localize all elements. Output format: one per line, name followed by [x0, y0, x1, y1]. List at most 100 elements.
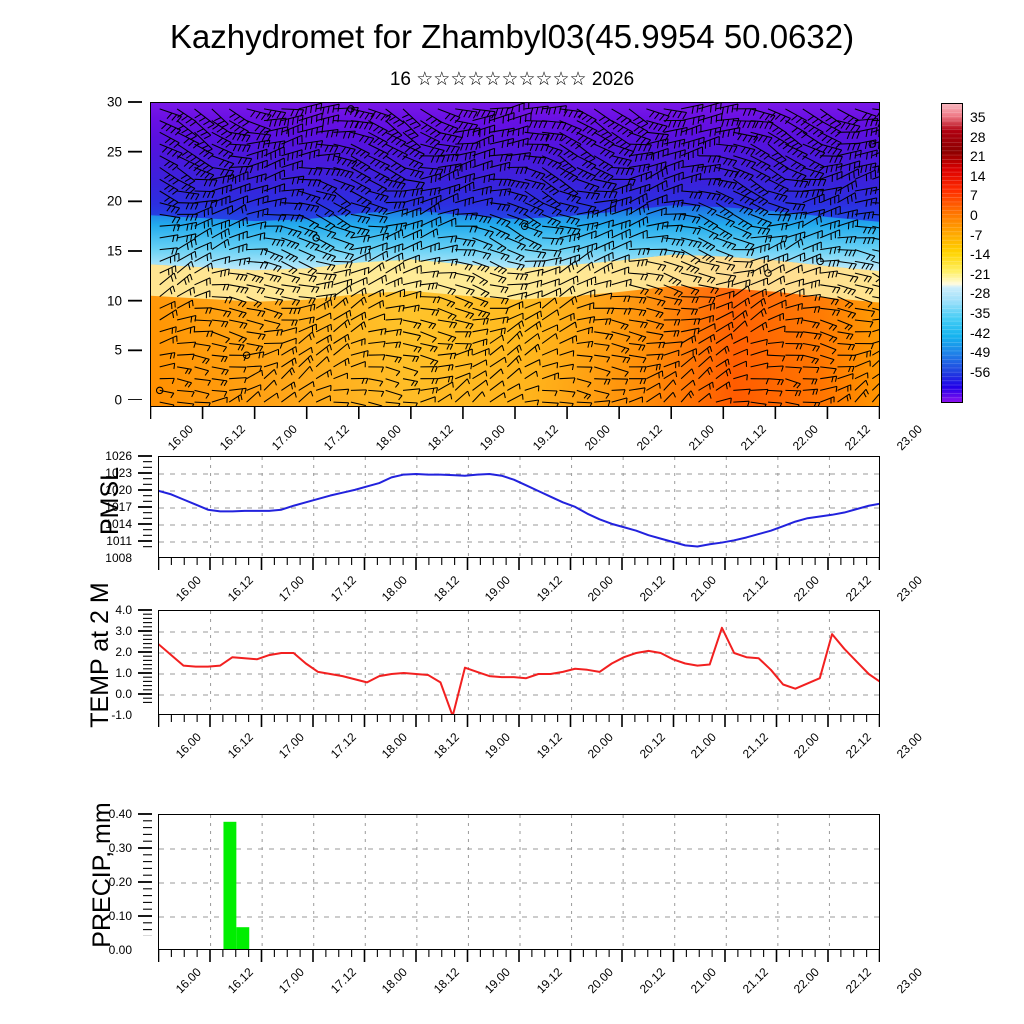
colorbar-tick-label: -14: [970, 246, 991, 263]
temp-y-axis: -1.0 0.0 1.0 2.0 3.0 4.0: [108, 600, 152, 722]
precip-bar: [236, 927, 250, 949]
colorbar: [941, 103, 963, 403]
x-tick-label: 19.12: [533, 965, 565, 997]
colorbar-tick-label: 35: [970, 109, 986, 125]
x-axis-ticks: [158, 715, 880, 727]
y-tick-label: 4.0: [115, 603, 132, 617]
colorbar-tick-label: -7: [970, 226, 983, 243]
colorbar-tick-label: -35: [970, 305, 991, 321]
pmsl-plot-area: [158, 456, 880, 558]
x-tick-label: 16.12: [224, 965, 256, 997]
x-tick-label: 20.12: [636, 730, 668, 762]
pmsl-panel: PMSL 1008 1011 1014 1017 1020 1023 1026 16.00 1…: [0, 448, 1024, 604]
y-tick-label: 25: [106, 144, 122, 160]
subtitle-day: 16: [389, 69, 411, 90]
colorbar-tick-label: 21: [970, 148, 986, 165]
y-tick-label: 1017: [105, 500, 132, 514]
upper-air-panel: 0 5 10 15 20 25 30 16.00 16.12 17.00 17.12 18.00 18…: [0, 95, 1024, 455]
subtitle-year: 2026: [591, 69, 635, 90]
series-line: [159, 473, 879, 548]
x-tick-label: 19.00: [481, 730, 513, 762]
x-tick-label: 17.12: [327, 965, 359, 997]
y-axis-ticks: [128, 101, 142, 400]
x-tick-label: 21.12: [739, 965, 771, 997]
y-tick-label: 10: [106, 293, 122, 309]
precip-bars: [223, 821, 250, 949]
y-tick-label: 0: [114, 392, 122, 408]
x-tick-label: 21.00: [687, 965, 719, 997]
grid: [159, 457, 879, 557]
y-tick-label: 0.00: [108, 943, 132, 957]
colorbar-tick-label: -49: [970, 344, 991, 361]
y-tick-label: 20: [106, 193, 122, 209]
x-tick-label: 18.00: [378, 730, 410, 762]
y-axis-ticks: [138, 609, 152, 703]
y-tick-label: 5: [114, 342, 122, 358]
x-axis-ticks: [150, 407, 880, 419]
x-tick-label: 21.00: [687, 730, 719, 762]
upper-air-y-axis: 0 5 10 15 20 25 30: [100, 94, 142, 408]
colorbar-tick-labels: 35 28 21 14 7 0 -7 -14 -21 -28 -35 -42 -49 -56: [970, 103, 1024, 403]
x-tick-label: 20.00: [584, 965, 616, 997]
y-axis-ticks: [138, 813, 152, 936]
y-tick-label: 3.0: [115, 624, 132, 638]
upper-air-cross-section-svg: [151, 103, 879, 406]
y-tick-label: 0.0: [115, 687, 132, 701]
y-tick-label: 0.10: [108, 909, 132, 923]
colorbar-tick-label: -21: [970, 265, 991, 282]
y-tick-label: 0.40: [108, 807, 132, 821]
y-tick-label: 1020: [105, 483, 132, 497]
y-axis-ticks: [138, 455, 152, 548]
y-tick-label: 30: [106, 94, 122, 110]
y-tick-label: 1026: [105, 449, 132, 463]
precip-bar-svg: [159, 815, 879, 949]
precip-x-axis: 16.00 16.12 17.00 17.12 18.00 18.12 19.00 19.12…: [158, 950, 925, 997]
x-tick-label: 19.12: [533, 730, 565, 762]
x-tick-label: 17.00: [275, 965, 307, 997]
grid: [159, 815, 879, 949]
pale-yellow-band: [151, 254, 879, 303]
precip-plot-area: [158, 814, 880, 950]
x-tick-label: 19.00: [481, 965, 513, 997]
y-tick-label: 1023: [105, 466, 132, 480]
x-axis-ticks: [158, 558, 880, 570]
x-tick-label: 22.00: [790, 965, 822, 997]
x-tick-label: 16.00: [172, 965, 204, 997]
colorbar-gradient: [942, 104, 962, 402]
y-tick-label: 15: [106, 243, 122, 259]
x-tick-label: 20.12: [636, 965, 668, 997]
temp-panel: TEMP at 2 M -1.0 0.0 1.0 2.0 3.0 4.0 16.00 16.…: [0, 582, 1024, 761]
x-tick-label: 17.00: [275, 730, 307, 762]
precip-bar: [223, 821, 237, 949]
colorbar-tick-label: 7: [970, 187, 978, 204]
pmsl-x-axis: 16.00 16.12 17.00 17.12 18.00 18.12 19.00 19.12…: [158, 558, 925, 604]
x-tick-label: 17.12: [327, 730, 359, 762]
colorbar-tick-label: 28: [970, 128, 986, 145]
page-subtitle: 16 ☆☆☆☆☆☆☆☆☆☆ 2026: [0, 68, 1024, 91]
y-tick-label: 0.20: [108, 875, 132, 889]
pmsl-y-axis: 1008 1011 1014 1017 1020 1023 1026: [105, 448, 152, 565]
subtitle-month-glyphs: ☆☆☆☆☆☆☆☆☆☆: [416, 69, 587, 90]
colorbar-tick-label: -56: [970, 363, 991, 380]
x-tick-label: 18.00: [378, 965, 410, 997]
x-tick-label: 22.12: [842, 730, 874, 762]
upper-air-plot-area: [150, 102, 880, 407]
precip-y-axis: 0.00 0.10 0.20 0.30 0.40: [100, 800, 152, 957]
colorbar-tick-label: -28: [970, 285, 991, 302]
temp-x-axis: 16.00 16.12 17.00 17.12 18.00 18.12 19.00 19.12…: [158, 715, 925, 762]
colorbar-tick-label: 14: [970, 167, 986, 184]
series-line: [159, 626, 879, 714]
pmsl-line-svg: [159, 457, 879, 557]
temp-plot-area: [158, 610, 880, 715]
page-title: Kazhydromet for Zhambyl03(45.9954 50.063…: [169, 18, 855, 55]
x-tick-label: 18.12: [430, 965, 462, 997]
temp-line-svg: [159, 611, 879, 714]
y-tick-label: 1.0: [115, 666, 132, 680]
x-tick-label: 22.12: [842, 965, 874, 997]
x-tick-label: 21.12: [739, 730, 771, 762]
y-tick-label: 0.30: [108, 841, 132, 855]
x-tick-label: 23.00: [893, 965, 925, 997]
y-tick-label: 2.0: [115, 645, 132, 659]
x-tick-label: 16.12: [224, 730, 256, 762]
